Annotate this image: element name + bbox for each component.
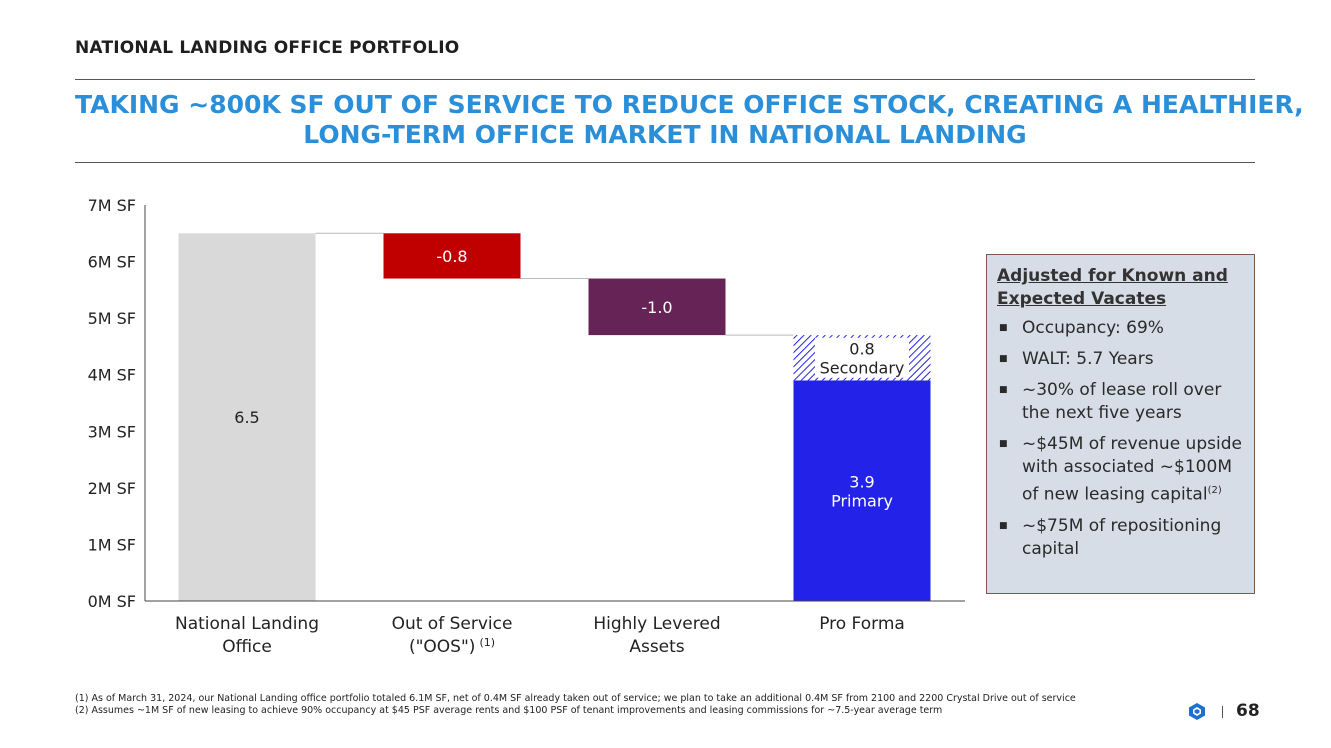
callout-title-line-1: Adjusted for Known and	[997, 266, 1228, 286]
y-axis: 0M SF 1M SF 2M SF 3M SF 4M SF 5M SF 6M SF 7M SF	[88, 196, 146, 611]
x-category-label: Out of Service	[392, 614, 513, 634]
section-title: NATIONAL LANDING OFFICE PORTFOLIO	[75, 38, 460, 58]
y-tick-label: 4M SF	[88, 366, 136, 385]
square-bullet-icon: ■	[999, 354, 1008, 364]
x-category-label-line2: Office	[222, 637, 272, 657]
x-category-label: Highly Levered	[593, 614, 720, 634]
pro-forma-secondary-value-label: 0.8	[849, 340, 874, 359]
callout-title-line-2: Expected Vacates	[997, 289, 1167, 309]
y-tick-label: 6M SF	[88, 253, 136, 272]
secondary-label-background	[815, 337, 909, 378]
square-bullet-icon: ■	[999, 385, 1008, 395]
headline-line-2: LONG-TERM OFFICE MARKET IN NATIONAL LAND…	[303, 120, 1027, 149]
callout-item: ■ Occupancy: 69%	[997, 317, 1242, 340]
x-category-label: National Landing	[175, 614, 319, 634]
pro-forma-primary-value-label: 3.9	[849, 473, 874, 492]
x-category-label: Pro Forma	[819, 614, 905, 634]
highly-levered-assets-value-label: -1.0	[641, 298, 672, 317]
callout-item: ■ ~30% of lease roll over the next five y…	[997, 379, 1242, 425]
footnote-ref: (2)	[1207, 485, 1222, 496]
callout-item-text: ~$75M of repositioning capital	[1022, 515, 1222, 559]
x-category-label-line2: ("OOS") (1)	[409, 636, 495, 657]
national-landing-office-value-label: 6.5	[234, 408, 259, 427]
y-tick-label: 0M SF	[88, 592, 136, 611]
pro-forma-primary-name-label: Primary	[831, 492, 893, 511]
y-tick-label: 1M SF	[88, 535, 136, 554]
y-tick-label: 3M SF	[88, 422, 136, 441]
callout-item-text: ~$45M of revenue upside with associated …	[1022, 434, 1242, 505]
out-of-service-bar	[383, 233, 521, 279]
square-bullet-icon: ■	[999, 520, 1008, 531]
pro-forma-primary-bar	[793, 380, 931, 601]
page-headline: TAKING ~800K SF OUT OF SERVICE TO REDUCE…	[75, 90, 1304, 150]
square-bullet-icon: ■	[999, 323, 1008, 333]
callout-item: ■ ~$75M of repositioning capital	[997, 515, 1242, 561]
top-divider	[75, 79, 1255, 80]
y-tick-label: 7M SF	[88, 196, 136, 215]
highly-levered-assets-bar	[588, 278, 726, 336]
vacates-callout-box: Adjusted for Known and Expected Vacates …	[986, 254, 1255, 594]
national-landing-office-bar	[178, 233, 316, 602]
footnote-2: (2) Assumes ~1M SF of new leasing to ach…	[75, 705, 943, 716]
connector-lines	[315, 232, 794, 336]
footnotes: (1) As of March 31, 2024, our National L…	[75, 693, 1076, 717]
footnote-1: (1) As of March 31, 2024, our National L…	[75, 693, 1076, 704]
headline-divider	[75, 162, 1255, 163]
square-bullet-icon: ■	[999, 439, 1008, 449]
callout-item-text: ~30% of lease roll over the next five ye…	[1022, 380, 1222, 423]
page-number: 68	[1236, 701, 1260, 721]
callout-item-text: Occupancy: 69%	[1022, 318, 1164, 338]
headline-line-1: TAKING ~800K SF OUT OF SERVICE TO REDUCE…	[75, 90, 1304, 119]
company-logo-icon	[1189, 703, 1205, 720]
page-number-separator	[1222, 706, 1223, 718]
callout-item: ■ WALT: 5.7 Years	[997, 348, 1242, 371]
callout-item: ■ ~$45M of revenue upside with associated…	[997, 433, 1242, 507]
x-axis: National Landing Office Out of Service("OO…	[145, 600, 965, 657]
y-tick-label: 5M SF	[88, 309, 136, 328]
footnote-ref: (1)	[479, 636, 495, 649]
callout-list: ■ Occupancy: 69% ■ WALT: 5.7 Years ■ ~30% of …	[997, 317, 1242, 561]
callout-item-text: WALT: 5.7 Years	[1022, 349, 1154, 369]
y-tick-label: 2M SF	[88, 479, 136, 498]
callout-title: Adjusted for Known and Expected Vacates	[997, 265, 1242, 311]
x-category-label-line2: Assets	[629, 637, 684, 657]
pro-forma-secondary-name-label: Secondary	[820, 359, 905, 378]
out-of-service-value-label: -0.8	[436, 247, 467, 266]
